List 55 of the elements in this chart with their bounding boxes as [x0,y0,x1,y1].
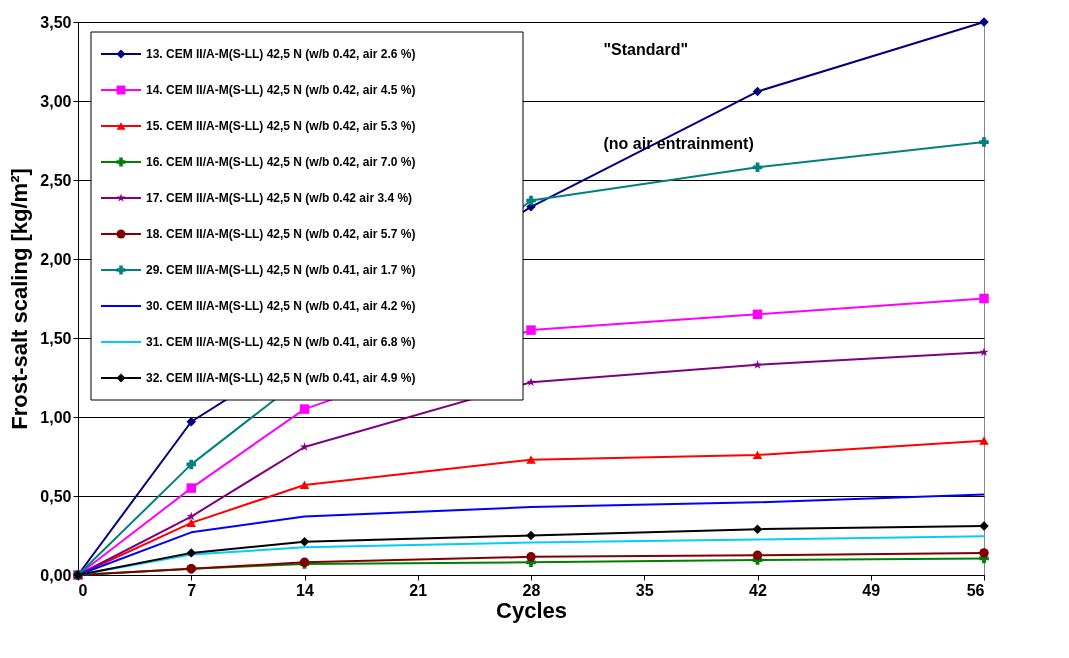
x-tick-label: 28 [522,581,541,599]
x-tick-label: 42 [749,581,767,599]
point [526,530,536,541]
y-tick-label: 0,50 [40,487,72,505]
point [979,137,989,147]
legend-label: 30. CEM II/A-M(S-LL) 42,5 N (w/b 0.41, air 4.2 %) [146,299,416,313]
x-tick-label: 14 [296,581,314,599]
legend-label: 29. CEM II/A-M(S-LL) 42,5 N (w/b 0.41, air 1.7 %) [146,263,416,277]
point [752,360,763,369]
legend-label: 31. CEM II/A-M(S-LL) 42,5 N (w/b 0.41, air 6.8 %) [146,335,416,349]
x-tick-label: 49 [862,581,881,599]
point [526,325,536,335]
legend-label: 13. CEM II/A-M(S-LL) 42,5 N (w/b 0.42, air 2.6 %) [146,47,416,61]
legend-label: 16. CEM II/A-M(S-LL) 42,5 N (w/b 0.42, air 7.0 %) [146,155,416,169]
point [299,537,310,547]
legend-label: 15. CEM II/A-M(S-LL) 42,5 N (w/b 0.42, air 5.3 %) [146,119,416,133]
point [979,293,989,304]
point [186,417,196,427]
point [752,86,763,97]
point [752,524,763,534]
x-tick-label: 56 [966,581,985,599]
y-tick-label: 2,00 [40,250,72,268]
x-axis-title: Cycles [496,597,567,623]
annotation: (no air entrainment) [603,134,754,152]
annotation: "Standard" [603,40,688,58]
legend-label: 14. CEM II/A-M(S-LL) 42,5 N (w/b 0.42, air 4.5 %) [146,83,416,97]
y-axis-title: Frost-salt scaling [kg/m²] [7,168,33,430]
point [752,450,763,460]
point [186,548,196,558]
point [299,404,310,414]
point [186,483,196,493]
point [526,195,536,206]
legend-label: 17. CEM II/A-M(S-LL) 42,5 N (w/b 0.42 air 3.4 %) [146,191,413,205]
point [526,455,536,464]
point [186,518,196,527]
x-tick-label: 35 [635,581,654,599]
point [299,480,310,490]
y-tick-label: 1,00 [40,408,72,426]
point [526,552,536,562]
point [979,436,989,445]
x-tick-label: 0 [78,581,88,599]
x-tick-label: 7 [187,581,197,599]
y-tick-label: 1,50 [40,329,72,347]
point [752,309,763,320]
legend-label: 18. CEM II/A-M(S-LL) 42,5 N (w/b 0.42, air 5.7 %) [146,227,416,241]
y-tick-label: 3,00 [40,92,72,110]
y-tick-label: 0,00 [40,566,72,584]
legend-label: 32. CEM II/A-M(S-LL) 42,5 N (w/b 0.41, air 4.9 %) [146,371,416,385]
point [752,550,763,560]
y-tick-label: 2,50 [40,171,72,189]
x-tick-label: 21 [409,581,428,599]
y-tick-label: 3,50 [40,13,72,31]
point [526,377,536,387]
point [979,548,989,558]
point [186,511,196,521]
